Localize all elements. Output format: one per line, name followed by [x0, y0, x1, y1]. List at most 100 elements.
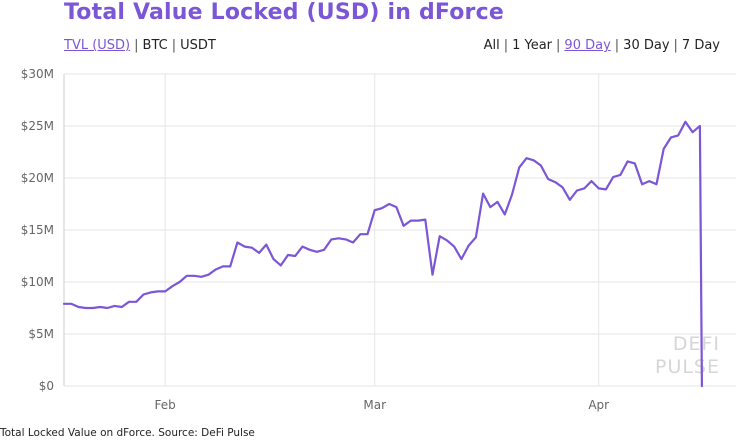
data-point	[692, 131, 694, 133]
data-point	[77, 306, 80, 308]
data-point	[345, 238, 347, 240]
data-point	[417, 220, 419, 222]
data-point	[460, 258, 462, 260]
data-point	[627, 160, 629, 162]
y-tick-label: $5M	[28, 327, 54, 341]
data-point	[287, 254, 289, 256]
data-point	[135, 301, 137, 303]
data-point	[525, 157, 528, 159]
data-point	[142, 293, 145, 296]
data-point	[540, 164, 542, 167]
data-point	[374, 209, 376, 211]
data-point	[381, 207, 383, 209]
data-point	[244, 246, 246, 248]
data-point	[121, 306, 123, 308]
range-option-all[interactable]: All	[483, 38, 500, 53]
data-point	[157, 290, 159, 292]
data-point	[641, 183, 643, 185]
range-option-7-day[interactable]: 7 Day	[681, 38, 720, 53]
y-tick-label: $15M	[21, 223, 54, 237]
data-point	[294, 255, 296, 257]
x-tick-label: Apr	[588, 398, 609, 412]
nav-separator: |	[556, 38, 561, 53]
y-tick-label: $20M	[21, 171, 54, 185]
data-point	[280, 264, 282, 266]
data-point	[634, 162, 636, 164]
data-point	[619, 174, 622, 176]
currency-selector: TVL (USD) | BTC | USDT	[64, 38, 216, 53]
data-point	[236, 241, 238, 244]
nav-separator: |	[503, 38, 509, 53]
data-point	[179, 281, 181, 283]
data-point	[655, 183, 658, 185]
currency-option-tvl-usd[interactable]: TVL (USD)	[64, 38, 131, 53]
data-point	[518, 167, 520, 169]
data-point	[684, 121, 687, 123]
x-tick-label: Feb	[155, 398, 176, 412]
range-option-30-day[interactable]: 30 Day	[623, 38, 670, 53]
data-point	[504, 213, 506, 215]
data-point	[699, 125, 701, 127]
data-point	[583, 187, 585, 189]
data-point	[85, 307, 87, 309]
watermark-defi: DEFI	[673, 333, 720, 355]
data-point	[63, 303, 65, 305]
data-point	[301, 246, 304, 248]
data-point	[605, 188, 607, 190]
data-point	[359, 233, 361, 235]
y-tick-labels: $0 $5M $10M $15M $20M $25M $30M	[21, 67, 54, 393]
data-point	[323, 249, 325, 251]
data-point	[590, 180, 593, 182]
data-point	[598, 187, 600, 189]
tvl-line-chart: $0 $5M $10M $15M $20M $25M $30M Feb Mar Apr DEFI…	[21, 67, 736, 412]
data-point	[547, 178, 549, 180]
data-point	[309, 249, 311, 251]
data-point	[330, 238, 332, 240]
data-point	[468, 245, 470, 247]
data-point	[446, 239, 448, 241]
data-point	[482, 193, 484, 195]
data-point	[207, 274, 210, 276]
nav-separator: |	[614, 38, 620, 53]
data-point	[395, 206, 397, 208]
nav-separator: |	[134, 38, 139, 53]
data-point	[388, 203, 390, 205]
currency-option-btc[interactable]: BTC	[142, 38, 168, 53]
data-point	[114, 305, 116, 307]
data-point	[489, 206, 491, 208]
data-point	[562, 186, 564, 188]
data-point	[576, 189, 578, 192]
y-tick-label: $25M	[21, 119, 54, 133]
data-point	[533, 159, 535, 161]
nav-separator: |	[673, 38, 678, 53]
range-option-1-year[interactable]: 1 Year	[512, 38, 553, 53]
data-point	[258, 252, 260, 254]
data-point	[403, 225, 405, 227]
data-point	[701, 385, 703, 387]
currency-option-usdt[interactable]: USDT	[180, 38, 216, 53]
data-point	[106, 307, 108, 309]
data-point	[648, 180, 650, 182]
data-point	[554, 181, 557, 183]
data-point	[251, 247, 253, 249]
horizontal-gridlines	[64, 73, 736, 387]
y-tick-label: $10M	[21, 275, 54, 289]
data-point	[338, 237, 340, 239]
data-point	[496, 201, 499, 203]
data-point	[439, 235, 441, 237]
data-point	[511, 194, 513, 196]
data-point	[186, 275, 188, 277]
data-point	[569, 199, 571, 201]
data-point	[410, 220, 412, 222]
range-option-90-day[interactable]: 90 Day	[564, 38, 611, 53]
data-point	[265, 244, 267, 246]
y-tick-label: $30M	[21, 67, 54, 81]
data-point	[70, 303, 72, 305]
data-point	[670, 136, 672, 138]
data-point	[612, 176, 614, 178]
data-point	[352, 241, 354, 244]
data-point	[150, 291, 152, 293]
data-point	[366, 233, 369, 235]
watermark-pulse: PULSE	[655, 356, 720, 378]
data-point	[229, 265, 231, 267]
